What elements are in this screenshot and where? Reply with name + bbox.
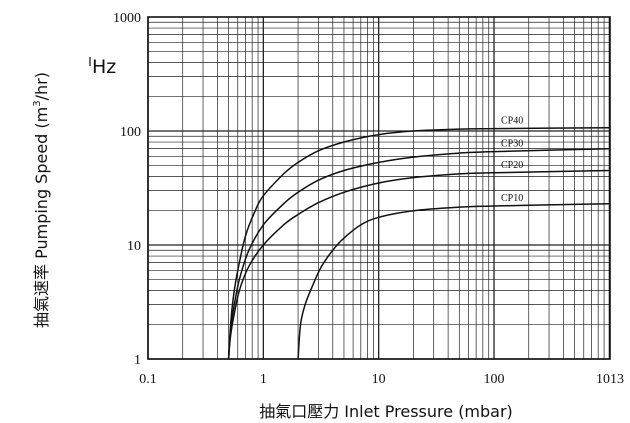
y-tick-label: 100 xyxy=(120,125,141,140)
y-tick-label: 1 xyxy=(134,353,141,368)
series-label-cp10: CP10 xyxy=(501,193,523,204)
plot-frame xyxy=(147,16,611,360)
curves xyxy=(227,126,611,360)
series-line-cp40 xyxy=(227,126,611,360)
series-line-cp30 xyxy=(227,147,611,360)
y-tick-label: 10 xyxy=(127,239,141,254)
x-tick-label: 1 xyxy=(260,372,267,387)
series-line-cp10 xyxy=(297,203,611,360)
x-tick-label: 0.1 xyxy=(139,372,157,387)
series-label-cp30: CP30 xyxy=(501,139,523,150)
tick-labels: 0.1 1 10 100 1013 1 10 100 1000 xyxy=(113,11,624,387)
x-tick-label: 10 xyxy=(372,372,386,387)
y-axis-title: 抽氣速率 Pumping Speed (m3/hr) xyxy=(32,72,51,328)
y-axis-title-prefix: 抽氣速率 Pumping Speed (m xyxy=(32,107,51,328)
x-tick-label: 1013 xyxy=(596,372,624,387)
series-label-cp20: CP20 xyxy=(501,160,523,171)
y-axis-title-superscript: 3 xyxy=(32,100,43,106)
series-label-cp40: CP40 xyxy=(501,116,523,127)
y-axis-title-suffix: /hr) xyxy=(32,72,51,100)
hz-annotation: Hz xyxy=(92,56,116,78)
series-labels: CP40 CP30 CP20 CP10 xyxy=(501,116,523,204)
y-tick-label: 1000 xyxy=(113,11,141,26)
x-axis-title: 抽氣口壓力 Inlet Pressure (mbar) xyxy=(259,402,513,421)
series-line-cp20 xyxy=(227,169,611,360)
x-tick-label: 100 xyxy=(484,372,505,387)
